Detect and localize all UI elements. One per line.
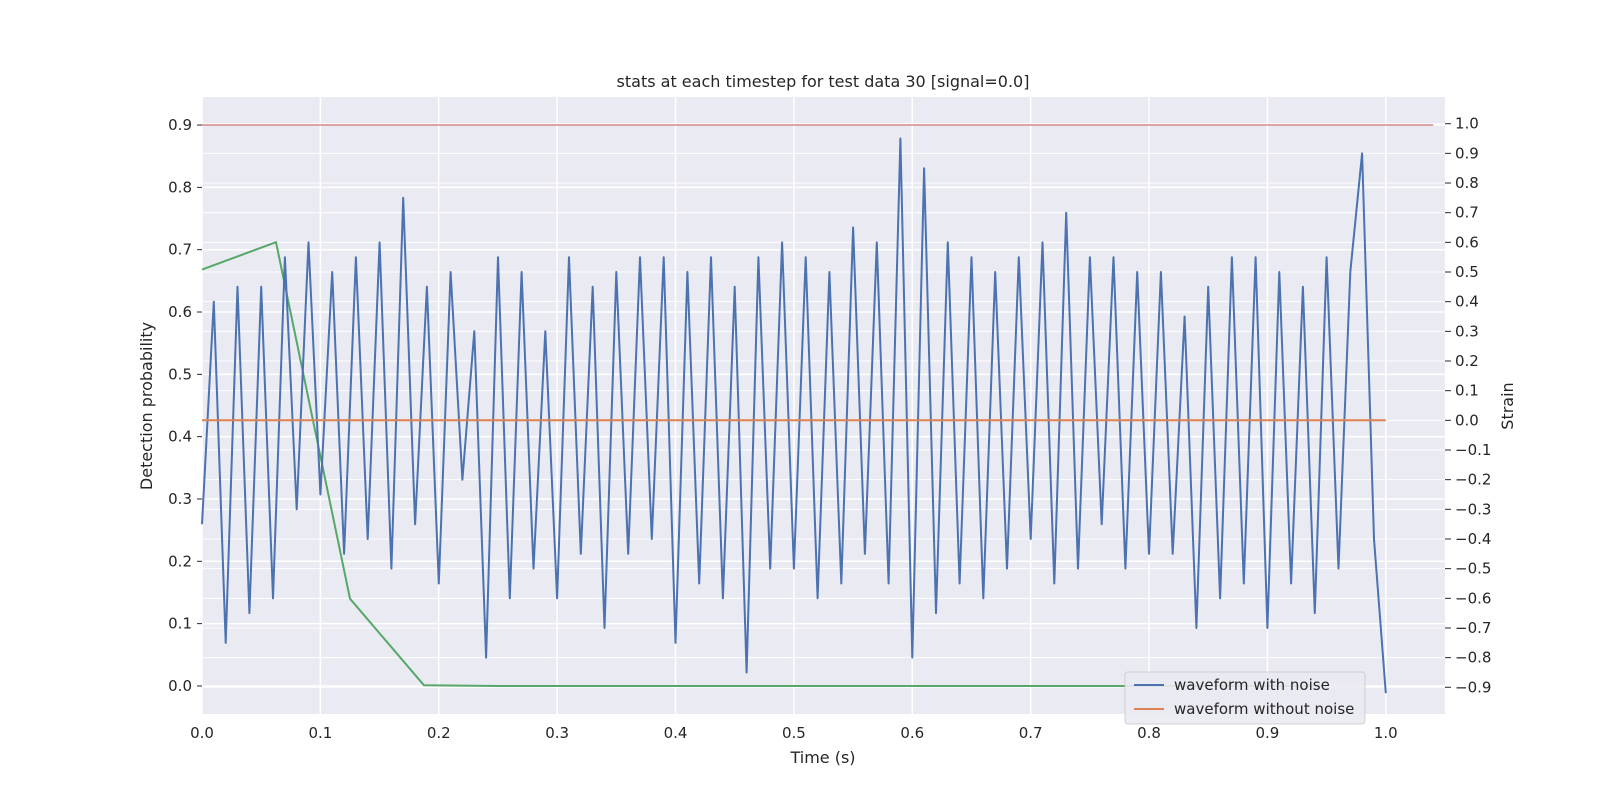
x-tick-label: 1.0	[1374, 724, 1398, 742]
y-axis-label: Detection probability	[137, 322, 156, 490]
y-right-tick-label: 0.1	[1455, 382, 1479, 400]
y-right-tick-label: −0.5	[1455, 560, 1491, 578]
y-right-tick-label: 0.3	[1455, 322, 1479, 340]
y-right-tick-label: −0.8	[1455, 649, 1491, 667]
y-axis-right-label: Strain	[1498, 382, 1517, 429]
y-tick-label: 0.8	[168, 178, 192, 196]
x-axis-label: Time (s)	[789, 748, 855, 767]
y-right-tick-label: 0.6	[1455, 233, 1479, 251]
y-right-tick-label: 0.5	[1455, 263, 1479, 281]
x-tick-label: 0.9	[1255, 724, 1279, 742]
y-right-tick-label: 0.0	[1455, 411, 1479, 429]
x-tick-label: 0.5	[782, 724, 806, 742]
y-tick-label: 0.0	[168, 677, 192, 695]
x-tick-label: 0.6	[900, 724, 924, 742]
y-right-tick-label: −0.2	[1455, 471, 1491, 489]
x-tick-label: 0.3	[545, 724, 569, 742]
y-right-tick-label: −0.6	[1455, 589, 1491, 607]
y-tick-label: 0.3	[168, 490, 192, 508]
y-right-tick-label: 0.9	[1455, 144, 1479, 162]
y-right-tick-label: −0.3	[1455, 500, 1491, 518]
y-right-tick-label: −0.1	[1455, 441, 1491, 459]
y-right-tick-label: −0.9	[1455, 678, 1491, 696]
legend-label-with-noise: waveform with noise	[1174, 676, 1330, 694]
y-right-tick-label: 0.4	[1455, 293, 1479, 311]
y-tick-label: 0.5	[168, 365, 192, 383]
x-tick-label: 0.4	[664, 724, 688, 742]
series-detection-probability	[201, 241, 1327, 687]
y-tick-label: 0.4	[168, 428, 192, 446]
y-right-tick-label: −0.4	[1455, 530, 1491, 548]
chart-title: stats at each timestep for test data 30 …	[617, 72, 1030, 91]
legend-box	[1124, 671, 1366, 725]
x-tick-label: 0.8	[1137, 724, 1161, 742]
grid	[201, 97, 1445, 714]
series-layer	[201, 124, 1434, 694]
legend: waveform with noise waveform without noi…	[1124, 671, 1366, 725]
y-right-tick-label: 1.0	[1455, 115, 1479, 133]
y-right-tick-label: 0.8	[1455, 174, 1479, 192]
y-tick-label: 0.7	[168, 241, 192, 259]
y-right-tick-label: 0.7	[1455, 204, 1479, 222]
x-tick-label: 0.7	[1019, 724, 1043, 742]
y-axis-right: −0.9 −0.8 −0.7 −0.6 −0.5 −0.4 −0.3 −0.2 −0.1 0.0 0…	[1445, 115, 1491, 696]
y-tick-label: 0.6	[168, 303, 192, 321]
x-tick-label: 0.2	[427, 724, 451, 742]
x-axis: 0.0 0.1 0.2 0.3 0.4 0.5 0.6 0.7 0.8 0.9 1.0	[190, 724, 1398, 742]
x-tick-label: 0.0	[190, 724, 214, 742]
y-tick-label: 0.1	[168, 615, 192, 633]
legend-label-without-noise: waveform without noise	[1174, 700, 1354, 718]
x-tick-label: 0.1	[308, 724, 332, 742]
y-tick-label: 0.2	[168, 552, 192, 570]
y-right-tick-label: 0.2	[1455, 352, 1479, 370]
y-right-tick-label: −0.7	[1455, 619, 1491, 637]
y-axis-left: 0.0 0.1 0.2 0.3 0.4 0.5 0.6 0.7 0.8 0.9	[168, 116, 202, 695]
y-tick-label: 0.9	[168, 116, 192, 134]
plot-background	[202, 97, 1445, 714]
